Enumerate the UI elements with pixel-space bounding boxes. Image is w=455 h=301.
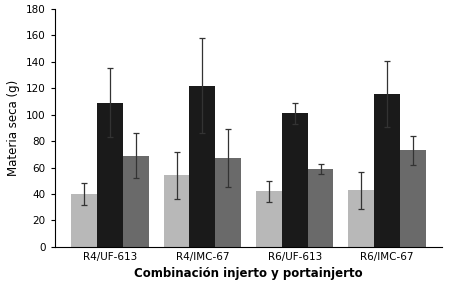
Bar: [399, 150, 425, 247]
Bar: [348, 190, 373, 247]
Bar: [281, 113, 307, 247]
Bar: [255, 191, 281, 247]
Bar: [189, 86, 215, 247]
Bar: [163, 175, 189, 247]
Bar: [71, 194, 97, 247]
Bar: [97, 103, 123, 247]
Bar: [373, 94, 399, 247]
X-axis label: Combinación injerto y portainjerto: Combinación injerto y portainjerto: [134, 267, 362, 280]
Bar: [215, 158, 241, 247]
Bar: [307, 169, 333, 247]
Y-axis label: Materia seca (g): Materia seca (g): [7, 80, 20, 176]
Bar: [123, 156, 148, 247]
